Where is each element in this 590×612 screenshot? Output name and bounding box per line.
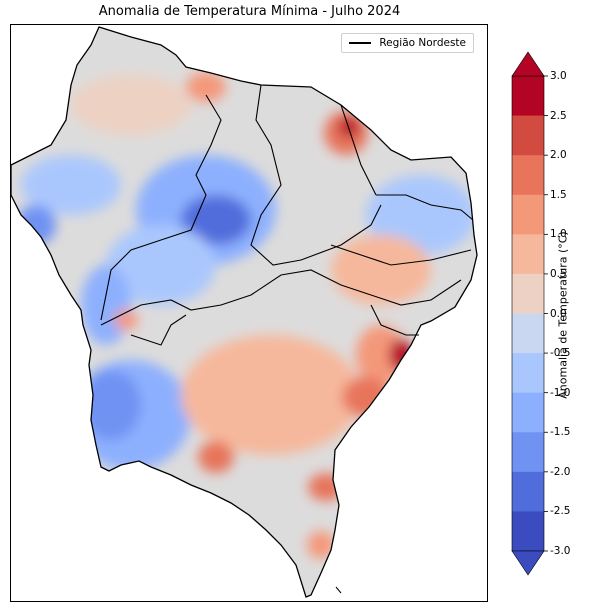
warm-spot-north	[186, 72, 226, 102]
warm-zone-north	[71, 75, 191, 135]
colorbar-tick-label: 2.0	[550, 149, 567, 162]
boundary-ma-pi	[100, 94, 222, 321]
cool-core-central	[181, 195, 251, 245]
warm-core-ceara	[339, 117, 359, 137]
warm-zone-pe	[331, 235, 431, 305]
colorbar-tick-label: -3.0	[550, 545, 571, 557]
colorbar-band	[512, 392, 544, 433]
coast-tick	[335, 586, 342, 594]
colorbar-tick-label: 0.0	[550, 307, 567, 320]
warm-spot-ba-se	[307, 531, 335, 559]
colorbar-band	[512, 471, 544, 512]
colorbar-extend-top	[511, 51, 545, 77]
boundary-pi-ba	[130, 314, 187, 346]
colorbar-ticks	[544, 75, 548, 552]
colorbar-band	[512, 313, 544, 354]
warm-zone-ba	[181, 335, 361, 455]
boundary-pi-ce	[250, 84, 382, 266]
warm-spot-ba-sw	[198, 441, 234, 473]
map-frame: Região Nordeste	[10, 24, 488, 602]
colorbar-tick-label: 2.5	[550, 109, 567, 122]
colorbar-band	[512, 155, 544, 196]
legend-entry: Região Nordeste	[379, 37, 466, 49]
colorbar-band	[512, 353, 544, 394]
legend-line-icon	[349, 42, 372, 44]
colorbar-tick-label: -1.0	[550, 386, 571, 399]
cool-core-sw	[81, 370, 141, 440]
boundary-al-se	[370, 304, 419, 336]
colorbar-band	[512, 234, 544, 275]
colorbar-tick-label: -1.5	[550, 426, 571, 439]
cool-zone-nw	[21, 155, 121, 215]
colorbar-tick-label: 3.0	[550, 70, 567, 82]
warm-zone-al	[356, 325, 406, 385]
colorbar-tick-label: 1.5	[550, 188, 567, 201]
boundary-rn-pb	[376, 194, 474, 221]
cool-zone-west	[106, 225, 216, 305]
colorbar-band	[512, 432, 544, 473]
colorbar-bands	[511, 75, 545, 552]
colorbar-tick-label: -2.0	[550, 465, 571, 478]
colorbar-band	[512, 115, 544, 156]
map-legend: Região Nordeste	[341, 33, 474, 53]
colorbar-tick-label: 0.5	[550, 267, 567, 280]
boundary-ce-rn	[340, 104, 377, 196]
chart-title: Anomalia de Temperatura Mínima - Julho 2…	[98, 4, 401, 19]
colorbar-tick-label: -2.5	[550, 505, 571, 518]
colorbar-tick-label: 1.0	[550, 228, 567, 241]
boundary-pb-pe	[330, 244, 472, 266]
colorbar-tick-label: -0.5	[550, 347, 571, 360]
anomaly-map	[11, 26, 478, 598]
colorbar-band	[512, 511, 544, 552]
colorbar-band	[512, 194, 544, 235]
colorbar-band	[512, 76, 544, 117]
state-boundaries	[100, 84, 474, 346]
colorbar-extend-bottom	[511, 550, 545, 576]
colorbar-band	[512, 273, 544, 314]
colorbar-label: Anomalia de Temperatura (°C)	[556, 231, 570, 399]
boundary-pe-ba	[100, 269, 462, 326]
